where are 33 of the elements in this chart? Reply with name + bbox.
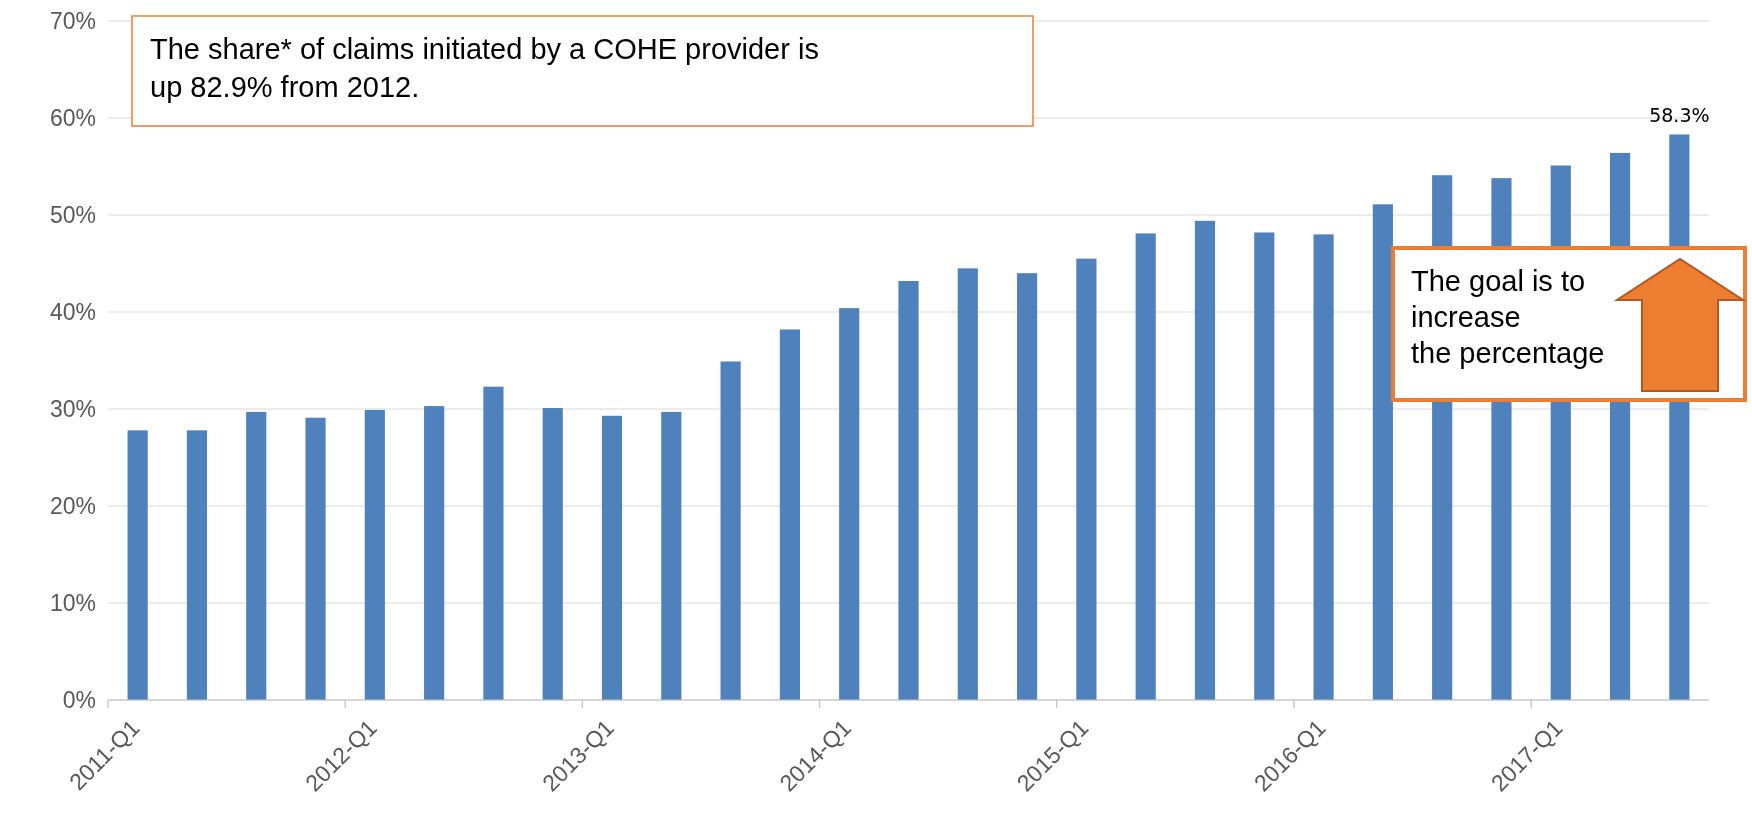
- bar: [1254, 232, 1275, 700]
- y-tick-label: 0%: [62, 687, 96, 714]
- bar: [483, 386, 504, 700]
- bar: [720, 361, 741, 700]
- bar: [186, 430, 208, 700]
- bar: [305, 417, 326, 700]
- bar: [1313, 234, 1334, 700]
- bar: [127, 430, 148, 700]
- y-tick-label: 40%: [49, 299, 96, 326]
- bar: [898, 280, 919, 700]
- y-tick-label: 60%: [49, 105, 96, 132]
- bar: [957, 268, 978, 700]
- bar: [542, 408, 563, 700]
- y-tick-label: 70%: [49, 8, 96, 35]
- y-tick-label: 50%: [49, 202, 96, 229]
- data-label: 58.3%: [1649, 104, 1710, 127]
- bar: [1194, 220, 1216, 700]
- bar: [364, 409, 385, 700]
- bar: [779, 329, 800, 700]
- bar: [661, 411, 682, 700]
- bar: [1135, 233, 1156, 700]
- bar: [1076, 258, 1097, 700]
- bar: [1017, 273, 1038, 700]
- bar: [424, 406, 445, 700]
- y-tick-label: 30%: [49, 396, 96, 423]
- bar: [1372, 204, 1393, 700]
- annotation: The goal is to increase the percentage: [1411, 265, 1605, 369]
- y-tick-label: 20%: [49, 493, 96, 520]
- y-tick-label: 10%: [49, 590, 96, 617]
- bar: [839, 308, 860, 700]
- bar: [601, 415, 623, 700]
- annotation: The share* of claims initiated by a COHE provider is up 82.9% from 2012.: [150, 33, 819, 103]
- bar: [246, 411, 267, 700]
